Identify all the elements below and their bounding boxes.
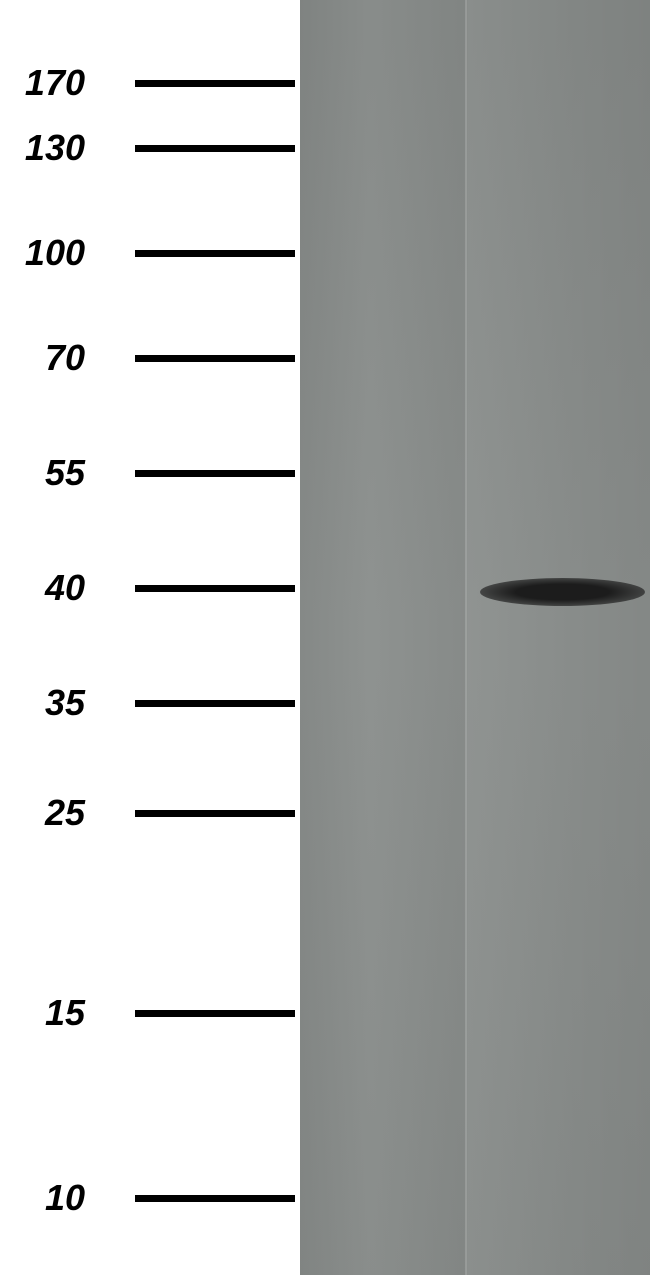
ladder-tick <box>135 355 295 362</box>
ladder-marker-100: 100 <box>0 232 295 274</box>
ladder-marker-170: 170 <box>0 62 295 104</box>
ladder-label: 70 <box>0 337 110 379</box>
ladder-label: 55 <box>0 452 110 494</box>
ladder-tick <box>135 585 295 592</box>
ladder-label: 35 <box>0 682 110 724</box>
ladder-marker-10: 10 <box>0 1177 295 1219</box>
lane-2-sample <box>465 0 650 1275</box>
ladder-label: 15 <box>0 992 110 1034</box>
lane-1-control <box>300 0 465 1275</box>
ladder-tick <box>135 1195 295 1202</box>
ladder-label: 130 <box>0 127 110 169</box>
ladder-label: 40 <box>0 567 110 609</box>
ladder-marker-40: 40 <box>0 567 295 609</box>
ladder-tick <box>135 250 295 257</box>
western-blot-figure: 170 130 100 70 55 40 35 25 15 10 <box>0 0 650 1275</box>
ladder-tick <box>135 80 295 87</box>
ladder-marker-70: 70 <box>0 337 295 379</box>
ladder-marker-130: 130 <box>0 127 295 169</box>
ladder-label: 25 <box>0 792 110 834</box>
ladder-tick <box>135 810 295 817</box>
ladder-marker-55: 55 <box>0 452 295 494</box>
ladder-marker-35: 35 <box>0 682 295 724</box>
ladder-tick <box>135 470 295 477</box>
ladder-marker-15: 15 <box>0 992 295 1034</box>
ladder-tick <box>135 1010 295 1017</box>
ladder-label: 100 <box>0 232 110 274</box>
ladder-label: 10 <box>0 1177 110 1219</box>
ladder-label: 170 <box>0 62 110 104</box>
ladder-marker-25: 25 <box>0 792 295 834</box>
ladder-tick <box>135 700 295 707</box>
protein-band <box>480 578 645 606</box>
ladder-tick <box>135 145 295 152</box>
